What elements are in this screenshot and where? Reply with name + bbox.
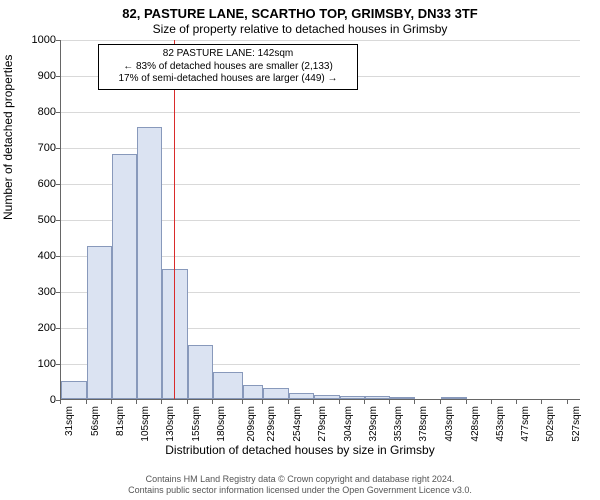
footer-attribution: Contains HM Land Registry data © Crown c… [0,474,600,496]
y-tick-mark [56,364,60,365]
y-tick-mark [56,220,60,221]
x-tick-label: 329sqm [368,370,379,406]
y-tick-mark [56,40,60,41]
x-tick-label: 477sqm [520,370,531,406]
x-tick-mark [187,400,188,404]
x-tick-label: 428sqm [470,370,481,406]
footer-line2: Contains public sector information licen… [0,485,600,496]
y-tick-mark [56,184,60,185]
x-tick-mark [440,400,441,404]
x-tick-mark [516,400,517,404]
annotation-line1: 82 PASTURE LANE: 142sqm [105,48,351,61]
chart-title-address: 82, PASTURE LANE, SCARTHO TOP, GRIMSBY, … [0,6,600,21]
gridline [61,112,580,113]
y-tick-label: 100 [6,358,56,370]
x-tick-label: 453sqm [495,370,506,406]
x-tick-label: 527sqm [571,370,582,406]
histogram-bar [137,127,163,399]
x-tick-mark [288,400,289,404]
chart-container: 82, PASTURE LANE, SCARTHO TOP, GRIMSBY, … [0,0,600,500]
x-tick-label: 180sqm [216,370,227,406]
histogram-bar [112,154,137,399]
y-tick-mark [56,292,60,293]
x-tick-label: 105sqm [140,370,151,406]
x-axis-label: Distribution of detached houses by size … [0,443,600,457]
y-tick-label: 1000 [6,34,56,46]
x-tick-label: 304sqm [343,370,354,406]
marker-line [174,40,175,399]
chart-subtitle: Size of property relative to detached ho… [0,22,600,36]
x-tick-mark [389,400,390,404]
y-tick-label: 500 [6,214,56,226]
y-tick-mark [56,256,60,257]
plot-area [60,40,580,400]
x-tick-mark [161,400,162,404]
x-tick-label: 81sqm [115,376,126,406]
x-tick-mark [339,400,340,404]
x-tick-label: 130sqm [165,370,176,406]
annotation-box: 82 PASTURE LANE: 142sqm ← 83% of detache… [98,44,358,90]
footer-line1: Contains HM Land Registry data © Crown c… [0,474,600,485]
annotation-line2: ← 83% of detached houses are smaller (2,… [105,61,351,74]
gridline [61,40,580,41]
y-tick-label: 200 [6,322,56,334]
x-tick-mark [313,400,314,404]
x-tick-label: 229sqm [266,370,277,406]
y-tick-label: 900 [6,70,56,82]
x-tick-mark [466,400,467,404]
x-tick-mark [111,400,112,404]
x-tick-mark [60,400,61,404]
x-tick-mark [541,400,542,404]
x-tick-mark [136,400,137,404]
y-tick-mark [56,112,60,113]
y-tick-label: 0 [6,394,56,406]
x-tick-label: 378sqm [418,370,429,406]
x-tick-mark [414,400,415,404]
y-tick-label: 800 [6,106,56,118]
x-tick-mark [86,400,87,404]
y-tick-label: 400 [6,250,56,262]
x-tick-mark [567,400,568,404]
x-tick-label: 209sqm [246,370,257,406]
annotation-line3: 17% of semi-detached houses are larger (… [105,73,351,86]
x-tick-label: 279sqm [317,370,328,406]
y-tick-mark [56,328,60,329]
x-tick-label: 502sqm [545,370,556,406]
x-tick-mark [491,400,492,404]
x-tick-label: 31sqm [64,376,75,406]
x-tick-label: 155sqm [191,370,202,406]
y-tick-label: 300 [6,286,56,298]
x-tick-label: 56sqm [90,376,101,406]
x-tick-label: 254sqm [292,370,303,406]
x-tick-mark [262,400,263,404]
y-tick-mark [56,76,60,77]
y-tick-mark [56,148,60,149]
x-tick-label: 353sqm [393,370,404,406]
y-tick-label: 600 [6,178,56,190]
x-tick-mark [212,400,213,404]
x-tick-mark [364,400,365,404]
x-tick-mark [242,400,243,404]
y-tick-label: 700 [6,142,56,154]
x-tick-label: 403sqm [444,370,455,406]
